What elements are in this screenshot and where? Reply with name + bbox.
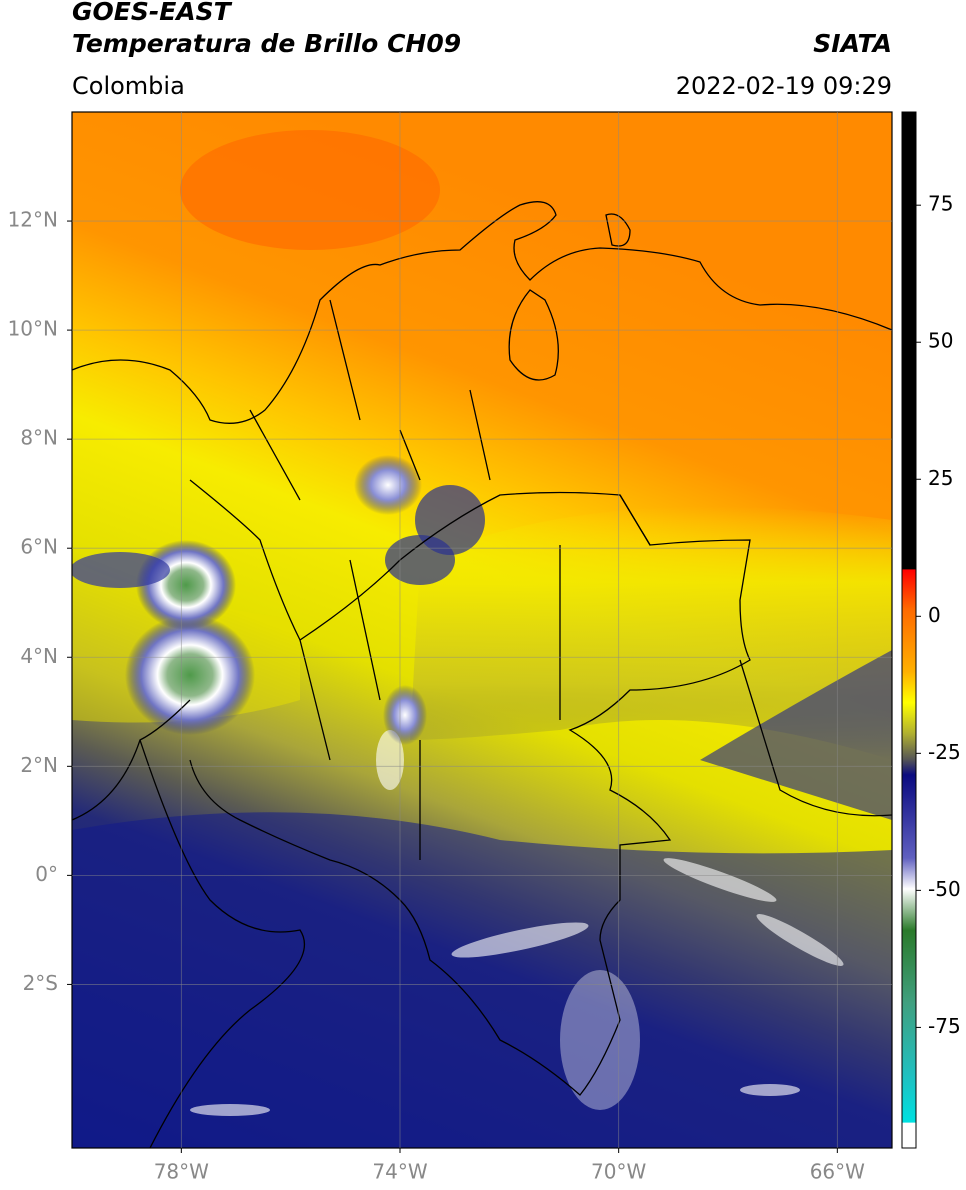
map-frame xyxy=(71,111,893,1149)
lat-tick-label: 4°N xyxy=(20,644,58,668)
lat-tick-label: 8°N xyxy=(20,426,58,450)
colorbar-tick-label: -25 xyxy=(928,740,961,764)
colorbar-tick-label: 25 xyxy=(928,466,953,490)
lat-tick-label: 2°S xyxy=(23,971,58,995)
lon-tick-label: 70°W xyxy=(591,1160,646,1184)
colorbar-tick-label: 50 xyxy=(928,329,953,353)
satellite-title: GOES-EAST xyxy=(72,0,233,26)
lat-tick-label: 6°N xyxy=(20,535,58,559)
source-title: SIATA xyxy=(813,29,892,58)
datetime-label: 2022-02-19 09:29 xyxy=(676,72,892,100)
colorbar xyxy=(901,111,917,1149)
lat-tick-label: 2°N xyxy=(20,753,58,777)
lat-tick-label: 10°N xyxy=(8,317,58,341)
region-label: Colombia xyxy=(72,72,185,100)
lon-tick-label: 66°W xyxy=(810,1160,865,1184)
product-title: Temperatura de Brillo CH09 xyxy=(72,29,461,58)
lat-tick-label: 12°N xyxy=(8,208,58,232)
lon-tick-label: 78°W xyxy=(154,1160,209,1184)
colorbar-tick-label: 0 xyxy=(928,603,941,627)
colorbar-tick-label: 75 xyxy=(928,192,953,216)
colorbar-tick-label: -75 xyxy=(928,1014,961,1038)
lon-tick-label: 74°W xyxy=(372,1160,427,1184)
lat-tick-label: 0° xyxy=(35,862,58,886)
colorbar-tick-label: -50 xyxy=(928,877,961,901)
satellite-image xyxy=(72,112,892,1148)
